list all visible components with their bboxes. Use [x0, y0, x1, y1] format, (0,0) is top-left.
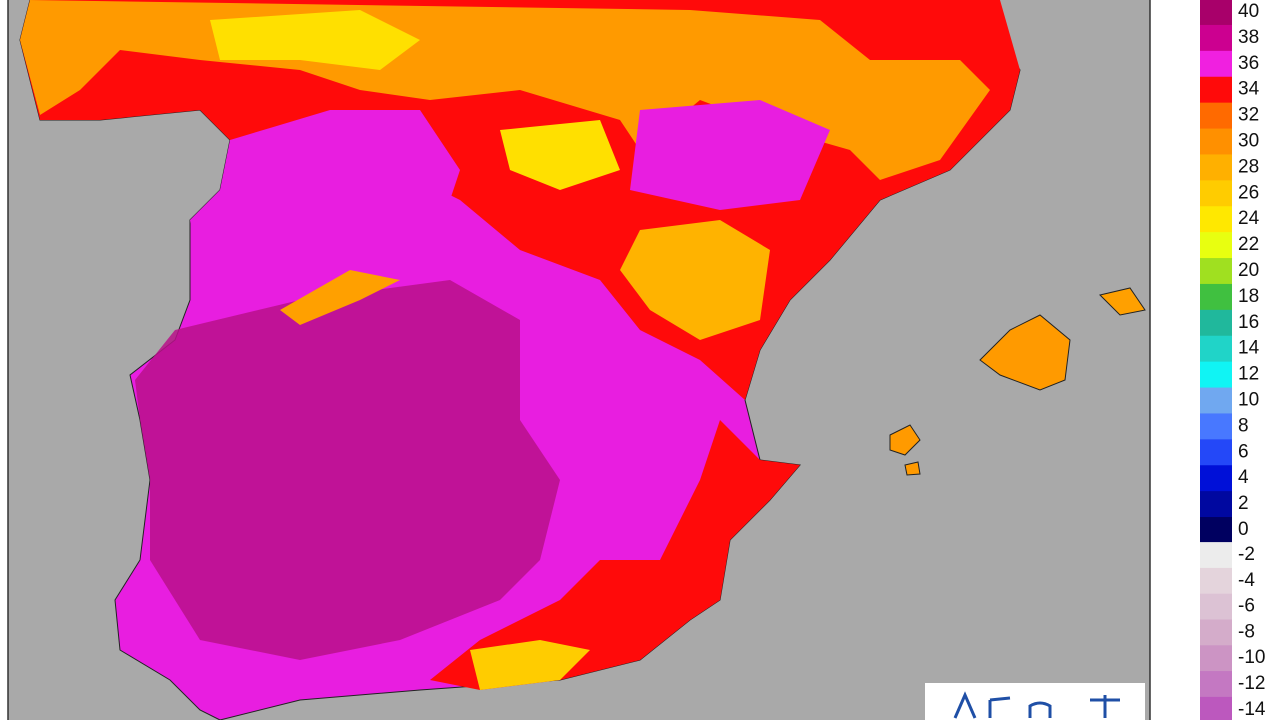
- legend-swatch: [1200, 128, 1232, 155]
- legend-label: 8: [1238, 415, 1249, 436]
- legend-swatch: [1200, 180, 1232, 207]
- legend-swatch: [1200, 361, 1232, 389]
- legend-swatch: [1200, 258, 1232, 285]
- coast-yellow: [470, 640, 590, 690]
- legend-swatch: [1200, 76, 1232, 104]
- hot-zone: [135, 280, 560, 660]
- legend-swatch: [1200, 567, 1232, 595]
- legend-label: 26: [1238, 182, 1259, 203]
- color-legend: 4038363432302826242220181614121086420-2-…: [1200, 0, 1266, 724]
- legend-label: 10: [1238, 390, 1259, 411]
- legend-label: 22: [1238, 234, 1259, 255]
- legend-swatch: [1200, 491, 1232, 518]
- yellow-area: [500, 120, 620, 190]
- legend-swatch: [1200, 232, 1232, 259]
- spain-mainland: [19, 0, 1021, 721]
- legend-label: 4: [1238, 467, 1249, 488]
- legend-label: 20: [1238, 260, 1259, 281]
- legend-swatch: [1200, 0, 1232, 26]
- legend-swatch: [1200, 413, 1232, 440]
- menorca: [1099, 287, 1146, 316]
- legend-swatch: [1200, 24, 1232, 52]
- legend-swatch: [1200, 645, 1232, 672]
- legend-label: -2: [1238, 544, 1255, 565]
- logo-mark: [953, 691, 1120, 719]
- legend-swatch: [1200, 102, 1232, 130]
- legend-swatch: [1200, 50, 1232, 78]
- orange-strip: [280, 270, 400, 325]
- magenta-north: [190, 110, 460, 290]
- legend-label: -12: [1238, 673, 1265, 694]
- legend-swatch: [1200, 465, 1232, 492]
- legend-label: 28: [1238, 156, 1259, 177]
- legend-swatch: [1200, 309, 1232, 337]
- legend-swatch: [1200, 517, 1232, 544]
- islands: [889, 287, 1146, 476]
- legend-label: 6: [1238, 441, 1249, 462]
- legend-label: -14: [1238, 699, 1266, 720]
- legend-label: -10: [1238, 647, 1265, 668]
- warm-interior: [620, 220, 770, 340]
- legend-swatch: [1200, 439, 1232, 466]
- legend-swatch: [1200, 619, 1232, 646]
- legend-swatch: [1200, 154, 1232, 181]
- legend-label: 40: [1238, 1, 1259, 22]
- formentera: [904, 461, 921, 476]
- legend-label: 12: [1238, 364, 1259, 385]
- legend-label: 0: [1238, 519, 1249, 540]
- legend-swatch: [1200, 283, 1232, 311]
- ibiza: [889, 424, 921, 456]
- yellow-area: [210, 10, 420, 70]
- logo: [925, 683, 1145, 723]
- legend-label: -6: [1238, 596, 1255, 617]
- legend-label: -8: [1238, 621, 1255, 642]
- legend-label: 18: [1238, 286, 1259, 307]
- legend-label: 16: [1238, 312, 1259, 333]
- legend-swatch: [1200, 335, 1232, 363]
- magenta-northeast: [630, 100, 830, 210]
- legend-swatch: [1200, 696, 1232, 724]
- legend-swatch: [1200, 542, 1232, 569]
- legend-label: 34: [1238, 79, 1260, 100]
- coast-red: [430, 420, 800, 690]
- legend-label: 2: [1238, 493, 1249, 514]
- legend-swatch: [1200, 387, 1232, 414]
- legend-label: 32: [1238, 105, 1259, 126]
- legend-label: 38: [1238, 27, 1259, 48]
- legend-swatch: [1200, 206, 1232, 233]
- legend-label: 30: [1238, 131, 1259, 152]
- legend-label: 36: [1238, 53, 1259, 74]
- legend-label: 14: [1238, 338, 1260, 359]
- legend-swatch: [1200, 593, 1232, 620]
- legend-label: -4: [1238, 570, 1255, 591]
- mallorca: [979, 314, 1071, 391]
- legend-swatch: [1200, 671, 1232, 698]
- legend-label: 24: [1238, 208, 1260, 229]
